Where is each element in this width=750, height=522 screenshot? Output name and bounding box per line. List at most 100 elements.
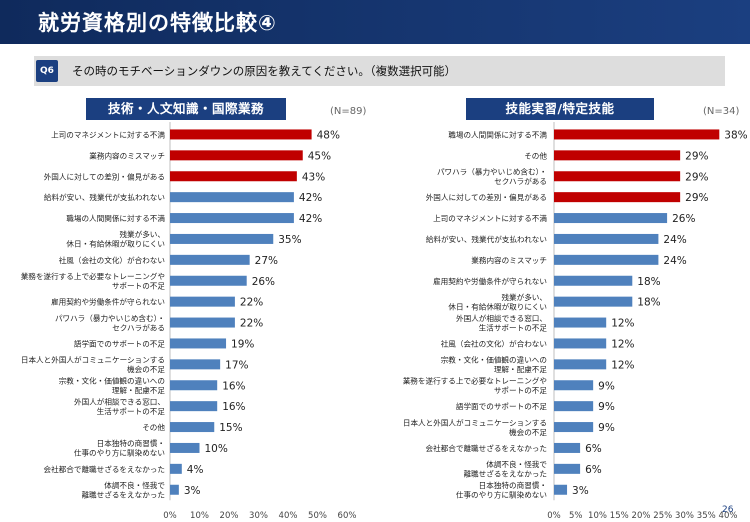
right-value-label: 12% bbox=[611, 338, 634, 350]
left-category-label: 機会の不足 bbox=[127, 364, 165, 374]
left-tick-label: 50% bbox=[308, 511, 327, 520]
right-tick-label: 25% bbox=[653, 511, 672, 520]
left-bar bbox=[170, 213, 294, 224]
right-value-label: 18% bbox=[637, 276, 660, 288]
left-bar bbox=[170, 192, 294, 203]
right-value-label: 29% bbox=[685, 171, 708, 183]
left-value-label: 43% bbox=[302, 171, 325, 183]
left-bar bbox=[170, 233, 274, 244]
left-category-label: セクハラがある bbox=[112, 322, 165, 332]
left-bar bbox=[170, 171, 297, 182]
right-value-label: 29% bbox=[685, 192, 708, 204]
question-badge: Q6 bbox=[36, 60, 58, 82]
left-category-label: 残業が多い、 bbox=[119, 229, 165, 239]
right-value-label: 26% bbox=[672, 213, 695, 225]
right-bar bbox=[554, 442, 581, 453]
left-value-label: 4% bbox=[187, 464, 204, 476]
left-category-label: 体調不良・怪我で bbox=[104, 480, 165, 490]
left-bar bbox=[170, 401, 218, 412]
left-category-label: 業務内容のミスマッチ bbox=[89, 150, 165, 160]
right-tick-label: 40% bbox=[719, 511, 738, 520]
left-category-label: 生活サポートの不足 bbox=[97, 406, 166, 416]
left-category-label: 日本人と外国人がコミュニケーションする bbox=[21, 355, 165, 365]
left-tick-label: 10% bbox=[190, 511, 209, 520]
left-category-label: 理解・配慮不足 bbox=[112, 385, 166, 395]
right-bar-chart: 38% 職場の人間関係に対する不満 29% その他 29% パワハラ（暴力やいじめ含む）・… bbox=[403, 122, 748, 520]
right-value-label: 24% bbox=[663, 255, 686, 267]
header-banner: 就労資格別の特徴比較④ bbox=[0, 0, 750, 44]
left-value-label: 16% bbox=[222, 401, 245, 413]
right-tick-label: 20% bbox=[632, 511, 651, 520]
right-bar bbox=[554, 338, 607, 349]
left-value-label: 19% bbox=[231, 338, 254, 350]
right-bar bbox=[554, 484, 568, 495]
right-bar bbox=[554, 254, 659, 265]
left-value-label: 16% bbox=[222, 380, 245, 392]
question-bar bbox=[34, 56, 725, 86]
right-category-label: 外国人に対しての差別・偏見がある bbox=[426, 192, 547, 202]
right-bar bbox=[554, 359, 607, 370]
left-bar bbox=[170, 359, 221, 370]
left-bar bbox=[170, 380, 218, 391]
right-category-label: 仕事のやり方に馴染めない bbox=[456, 490, 547, 500]
left-bar bbox=[170, 275, 247, 286]
left-category-label: 休日・有給休暇が取りにくい bbox=[66, 239, 165, 249]
right-tick-label: 10% bbox=[588, 511, 607, 520]
right-category-label: 離職せざるをえなかった bbox=[463, 469, 547, 479]
left-category-label: 語学面でのサポートの不足 bbox=[74, 338, 166, 348]
right-bar bbox=[554, 422, 594, 433]
right-tick-label: 0% bbox=[547, 511, 561, 520]
left-bar bbox=[170, 317, 235, 328]
right-bar bbox=[554, 275, 633, 286]
left-value-label: 42% bbox=[299, 213, 322, 225]
left-category-label: 雇用契約や労働条件が守られない bbox=[51, 297, 165, 307]
right-category-label: 生活サポートの不足 bbox=[479, 322, 548, 332]
left-category-label: 上司のマネジメントに対する不満 bbox=[51, 129, 165, 139]
left-category-label: 業務を遂行する上で必要なトレーニングや bbox=[21, 271, 165, 281]
left-bar bbox=[170, 422, 215, 433]
right-category-label: サポートの不足 bbox=[494, 386, 548, 395]
right-value-label: 3% bbox=[572, 485, 589, 497]
right-category-label: 休日・有給休暇が取りにくい bbox=[448, 301, 547, 311]
left-category-label: 会社都合で離職せざるをえなかった bbox=[44, 464, 166, 474]
left-category-label: 職場の人間関係に対する不満 bbox=[66, 213, 165, 223]
right-value-label: 29% bbox=[685, 150, 708, 162]
right-bar bbox=[554, 463, 581, 474]
left-tick-label: 0% bbox=[163, 511, 177, 520]
left-category-label: 外国人が相談できる窓口、 bbox=[74, 396, 165, 406]
right-category-label: 日本独特の商習慣・ bbox=[479, 480, 547, 490]
left-chart-title: 技術・人文知識・国際業務 bbox=[86, 98, 286, 120]
page-title: 就労資格別の特徴比較④ bbox=[38, 11, 277, 35]
right-category-label: 日本人と外国人がコミュニケーションする bbox=[403, 417, 547, 427]
left-category-label: 日本独特の商習慣・ bbox=[97, 438, 165, 448]
left-tick-label: 30% bbox=[249, 511, 268, 520]
left-bar bbox=[170, 463, 182, 474]
right-category-label: 機会の不足 bbox=[509, 427, 547, 437]
left-value-label: 22% bbox=[240, 318, 263, 330]
right-bar bbox=[554, 380, 594, 391]
page-number: 26 bbox=[722, 505, 734, 515]
left-bar bbox=[170, 254, 250, 265]
right-category-label: 理解・配慮不足 bbox=[494, 364, 548, 374]
right-value-label: 9% bbox=[598, 422, 615, 434]
right-bar bbox=[554, 129, 720, 140]
right-value-label: 6% bbox=[585, 464, 602, 476]
left-value-label: 10% bbox=[205, 443, 228, 455]
right-bar bbox=[554, 150, 681, 161]
right-category-label: パワハラ（暴力やいじめ含む）・ bbox=[437, 167, 547, 177]
right-category-label: 宗教・文化・価値観の違いへの bbox=[441, 355, 547, 365]
right-tick-label: 30% bbox=[675, 511, 694, 520]
right-category-label: 職場の人間関係に対する不満 bbox=[448, 129, 547, 139]
right-tick-label: 5% bbox=[569, 511, 583, 520]
left-value-label: 27% bbox=[255, 255, 278, 267]
right-value-label: 9% bbox=[598, 380, 615, 392]
right-category-label: 体調不良・怪我で bbox=[486, 459, 547, 469]
right-bar bbox=[554, 401, 594, 412]
left-bar bbox=[170, 129, 312, 140]
right-value-label: 9% bbox=[598, 401, 615, 413]
right-category-label: 社風（会社の文化）が合わない bbox=[441, 338, 547, 348]
right-bar bbox=[554, 192, 681, 203]
left-tick-label: 20% bbox=[220, 511, 239, 520]
right-category-label: 外国人が相談できる窓口、 bbox=[456, 313, 547, 323]
right-value-label: 24% bbox=[663, 234, 686, 246]
